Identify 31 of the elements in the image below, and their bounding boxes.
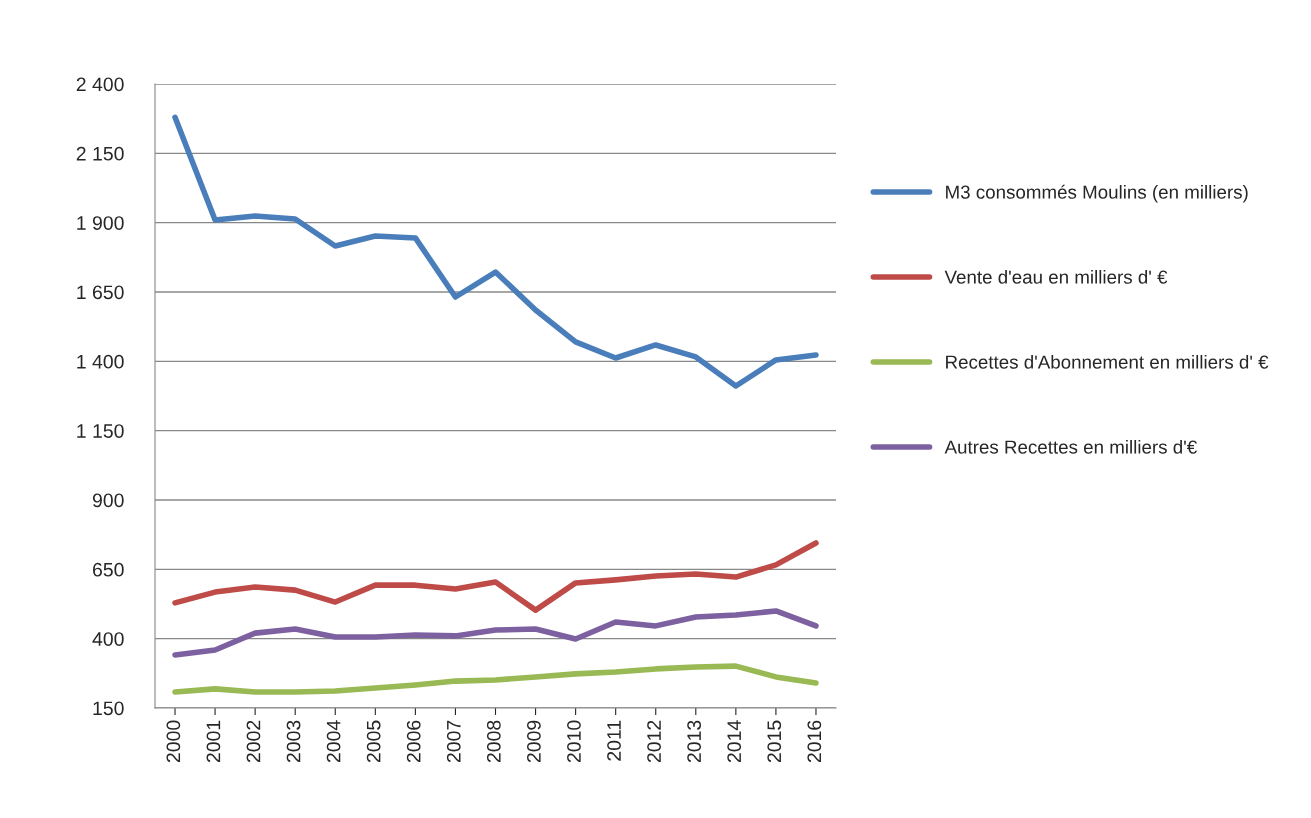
x-tick-label: 2008	[486, 720, 501, 763]
x-tick-label: 2013	[687, 720, 702, 763]
x-tick-label: 2007	[446, 720, 461, 763]
x-tick-label: 2001	[206, 720, 221, 763]
x-tick-label: 2010	[567, 720, 581, 763]
y-tick-label: 2 400	[76, 77, 124, 92]
legend-label: M3 consommés Moulins (en milliers)	[946, 184, 1248, 203]
x-tick-label: 2003	[286, 720, 301, 763]
x-tick-label: 2011	[607, 720, 621, 761]
y-tick-label: 150	[93, 701, 124, 716]
x-tick-label: 2016	[807, 720, 822, 763]
legend-label: Recettes d'Abonnement en milliers d' €	[946, 354, 1269, 369]
y-tick-label: 1 900	[77, 216, 124, 230]
y-tick-label: 1 650	[77, 285, 124, 300]
x-tick-label: 2000	[166, 720, 181, 763]
x-tick-label: 2006	[406, 720, 421, 763]
x-tick-label: 2012	[647, 720, 661, 763]
y-tick-label: 1 150	[77, 424, 124, 438]
x-tick-label: 2004	[326, 720, 341, 763]
legend-label: Autres Recettes en milliers d'€	[944, 439, 1197, 454]
y-tick-label: 2 150	[76, 146, 124, 161]
y-tick-label: 1 400	[77, 354, 124, 369]
y-tick-label: 900	[92, 493, 124, 508]
x-tick-label: 2005	[366, 720, 381, 763]
legend-label: Vente d'eau en milliers d' €	[944, 270, 1168, 284]
x-tick-label: 2002	[246, 720, 261, 763]
y-tick-label: 400	[92, 632, 124, 646]
x-tick-label: 2014	[727, 720, 742, 763]
x-tick-label: 2015	[767, 720, 782, 763]
x-tick-label: 2009	[527, 720, 541, 763]
y-tick-label: 650	[92, 562, 124, 577]
